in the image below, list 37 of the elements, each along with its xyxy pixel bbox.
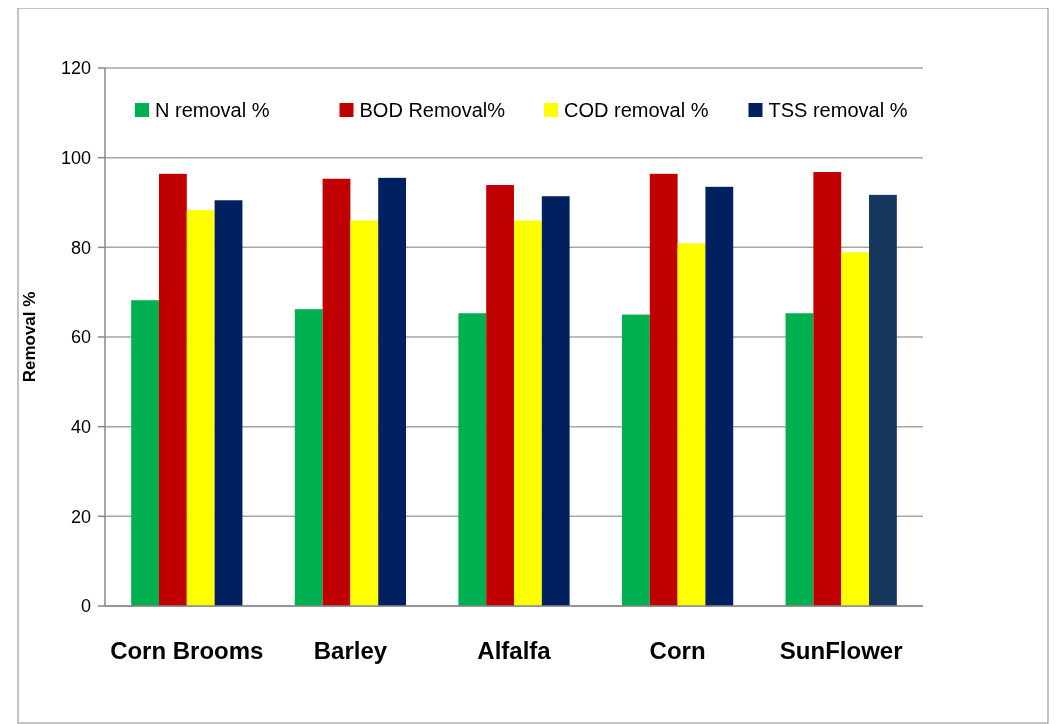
bar: [705, 186, 734, 606]
y-tick-label: 100: [60, 147, 91, 168]
bar: [158, 173, 187, 606]
bar: [322, 178, 351, 606]
bar: [841, 252, 870, 606]
bar: [541, 196, 570, 606]
x-tick-label: Corn: [649, 637, 706, 664]
y-axis-title: Removal %: [20, 291, 39, 383]
legend-label: N removal %: [155, 99, 270, 121]
y-tick-label: 120: [60, 58, 91, 79]
bar: [621, 314, 650, 606]
bar: [350, 220, 379, 606]
bar: [813, 172, 842, 606]
bar: [214, 200, 243, 606]
y-tick-label: 60: [70, 327, 91, 348]
bar: [294, 309, 323, 606]
bar: [514, 220, 542, 606]
bar: [131, 300, 159, 606]
y-tick-label: 0: [80, 596, 91, 617]
bar: [378, 177, 407, 606]
legend-label: BOD Removal%: [359, 99, 506, 121]
y-tick-label: 40: [70, 416, 91, 437]
bar: [677, 243, 706, 606]
bar: [869, 194, 897, 606]
bar: [785, 313, 814, 606]
bar: [486, 185, 514, 606]
y-tick-label: 20: [70, 506, 91, 527]
bar: [458, 313, 487, 606]
x-tick-label: SunFlower: [779, 637, 903, 664]
x-tick-label: Barley: [313, 637, 388, 664]
x-tick-label: Corn Brooms: [110, 637, 264, 664]
legend-label: COD removal %: [564, 99, 709, 121]
x-tick-label: Alfalfa: [477, 637, 552, 664]
legend-label: TSS removal %: [768, 99, 908, 121]
y-tick-label: 80: [70, 237, 91, 258]
bar: [649, 173, 678, 606]
bar: [186, 210, 215, 606]
